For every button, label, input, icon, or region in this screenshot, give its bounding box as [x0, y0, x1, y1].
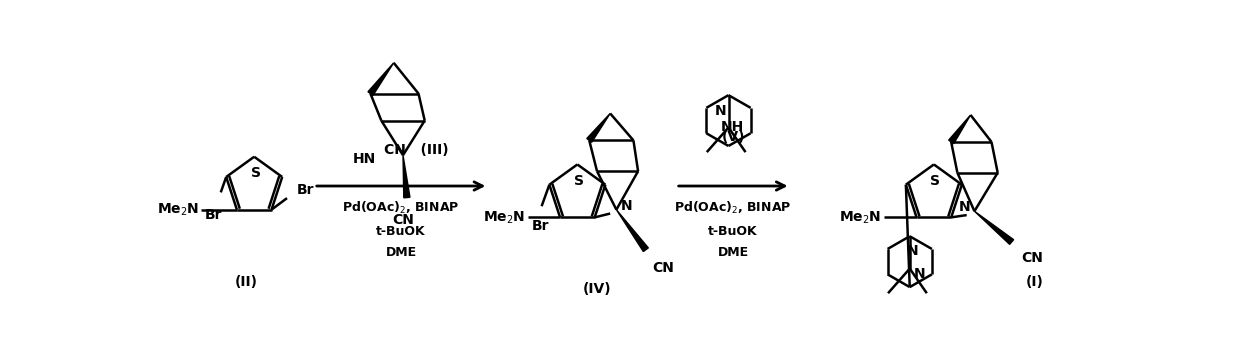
- Text: S: S: [250, 166, 260, 180]
- Polygon shape: [587, 113, 610, 142]
- Text: Br: Br: [205, 208, 222, 222]
- Polygon shape: [403, 155, 410, 198]
- Text: (V): (V): [722, 130, 745, 144]
- Polygon shape: [368, 63, 394, 95]
- Text: t-BuOK: t-BuOK: [376, 224, 425, 237]
- Text: S: S: [930, 174, 940, 188]
- Text: N: N: [714, 105, 727, 118]
- Text: CN: CN: [652, 261, 673, 275]
- Text: CN: CN: [1021, 251, 1043, 265]
- Text: Me$_2$N: Me$_2$N: [157, 201, 200, 218]
- Text: N: N: [620, 199, 632, 213]
- Text: (II): (II): [234, 274, 258, 289]
- Text: DME: DME: [718, 246, 749, 259]
- Text: Br: Br: [531, 219, 549, 233]
- Polygon shape: [616, 210, 649, 252]
- Polygon shape: [975, 211, 1013, 244]
- Text: N: N: [959, 200, 971, 215]
- Polygon shape: [949, 115, 971, 144]
- Text: HN: HN: [352, 152, 376, 166]
- Text: CN: CN: [392, 213, 414, 227]
- Text: Me$_2$N: Me$_2$N: [839, 209, 882, 225]
- Text: (I): (I): [1025, 274, 1044, 289]
- Text: CN   (III): CN (III): [384, 143, 449, 157]
- Text: NH: NH: [720, 121, 744, 134]
- Text: (IV): (IV): [583, 282, 611, 296]
- Text: t-BuOK: t-BuOK: [708, 224, 758, 237]
- Text: N: N: [906, 244, 918, 258]
- Text: Br: Br: [298, 183, 315, 197]
- Text: Me$_2$N: Me$_2$N: [482, 209, 526, 225]
- Text: Pd(OAc)$_2$, BINAP: Pd(OAc)$_2$, BINAP: [675, 200, 792, 216]
- Text: S: S: [574, 174, 584, 188]
- Text: N: N: [914, 267, 925, 281]
- Text: DME: DME: [386, 246, 417, 259]
- Text: Pd(OAc)$_2$, BINAP: Pd(OAc)$_2$, BINAP: [342, 200, 460, 216]
